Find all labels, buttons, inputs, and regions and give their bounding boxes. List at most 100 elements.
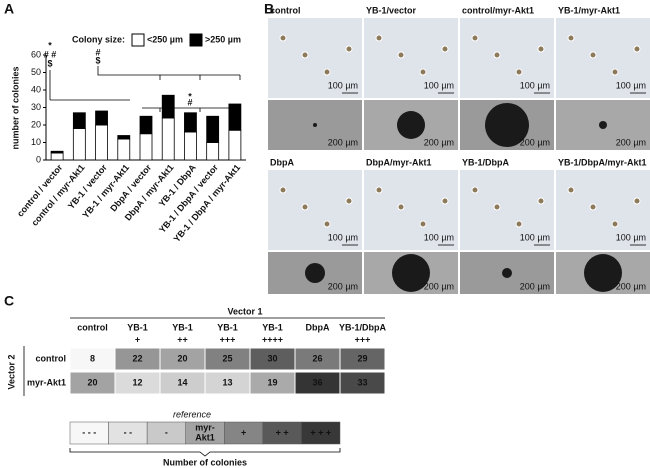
cell-value: 22 [132,353,142,363]
colony [471,34,479,42]
scale-label: + [241,427,246,437]
colony [611,68,619,76]
colony [599,121,607,129]
scale-label: + + + [310,427,331,437]
column-header: +++ [355,334,371,344]
colony [633,197,641,205]
image-label: DbpA/myr-Akt1 [366,157,432,167]
colony [345,45,353,53]
bar-segment [228,129,242,161]
bracket [142,107,239,112]
y-tick-label: 50 [31,67,41,77]
brace [69,448,341,457]
colony [345,197,353,205]
panel-label: C [4,293,14,309]
column-header: YB-1/DbpA [339,322,387,332]
significance-mark: * [48,40,52,50]
heat-cell [339,371,386,395]
micrograph-top [364,18,458,98]
significance-mark: # # [44,49,57,59]
scale-label: 200 µm [424,281,454,291]
scale-label: 200 µm [328,281,358,291]
column-header: ++ [177,334,188,344]
colony [305,263,325,283]
scale-label: 200 µm [520,281,550,291]
y-tick-label: 30 [31,102,41,112]
bar-segment [50,152,64,161]
legend-swatch [189,33,203,47]
bar-segment [72,128,86,161]
colony [323,68,331,76]
colony [537,197,545,205]
colony [584,254,622,292]
image-label: YB-1/DbpA [462,157,510,167]
bar-segment [72,112,86,129]
row-title: Vector 2 [6,354,16,389]
colony [323,220,331,228]
micrograph-top [268,18,362,98]
scale-label: 100 µm [616,232,646,242]
column-header: ++++ [262,334,283,344]
colony [493,203,501,211]
scale-label: 200 µm [424,137,454,147]
colony [279,186,287,194]
column-header: YB-1 [172,322,193,332]
panel-label: B [264,1,274,17]
micrograph-top [364,170,458,250]
cell-value: 30 [267,353,277,363]
image-label: control/myr-Akt1 [462,5,534,15]
significance-mark: $ [95,55,100,65]
scale-title: Number of colonies [163,457,247,467]
scale-note: reference [173,409,211,419]
colony [301,51,309,59]
colony [392,254,430,292]
scale-label: 100 µm [424,232,454,242]
bar-segment [184,131,197,161]
scale-label: 200 µm [328,137,358,147]
significance-mark: # [187,97,192,107]
image-label: control [270,5,301,15]
scale-label: 100 µm [520,80,550,90]
cell-value: 14 [177,377,187,387]
colony [419,68,427,76]
bar-segment [95,110,108,126]
colony [515,220,523,228]
colony [375,186,383,194]
column-title: Vector 1 [227,306,262,316]
cell-value: 8 [90,353,95,363]
colony [397,111,425,139]
column-header: + [135,334,140,344]
colony [611,220,619,228]
colony [313,123,317,127]
colony [567,186,575,194]
bracket [150,74,241,80]
colony [485,103,529,147]
column-header: +++ [220,334,236,344]
y-axis-label: number of colonies [10,66,20,149]
micrograph-top [556,170,650,250]
image-label: YB-1/vector [366,5,417,15]
image-label: DbpA [270,157,294,167]
scale-label: 200 µm [616,137,646,147]
colony [301,203,309,211]
column-header: DbpA [306,322,330,332]
colony [419,220,427,228]
heat-cell [339,347,386,371]
column-header: control [77,322,108,332]
bar-segment [161,117,175,161]
cell-value: 20 [177,353,187,363]
cell-value: 19 [267,377,277,387]
scale-label: - - [124,427,133,437]
colony [589,203,597,211]
scale-label: 200 µm [520,137,550,147]
bar-segment [95,124,108,161]
scale-label: myr- [195,422,215,432]
bar-segment [206,142,220,161]
legend-swatch [131,33,145,47]
cell-value: 33 [357,377,367,387]
bracket [97,66,150,76]
cell-value: 36 [312,377,322,387]
cell-value: 12 [132,377,142,387]
column-header: YB-1 [127,322,148,332]
